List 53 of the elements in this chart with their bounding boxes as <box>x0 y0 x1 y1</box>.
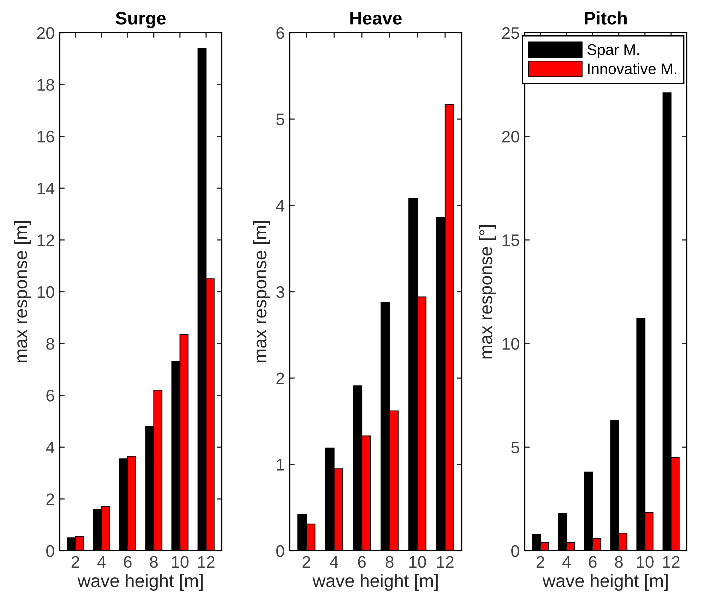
x-tick-label: 2 <box>302 556 310 568</box>
y-tick-label: 6 <box>46 390 54 402</box>
x-tick-label: 2 <box>72 556 80 568</box>
y-tick-label: 4 <box>46 442 55 454</box>
x-tick-label: 8 <box>150 556 158 568</box>
y-tick-label: 25 <box>502 27 520 40</box>
x-tick-label: 8 <box>386 556 394 568</box>
y-tick-label: 16 <box>38 131 54 143</box>
y-tick-label: 8 <box>46 338 54 350</box>
y-tick-label: 20 <box>37 27 54 40</box>
y-axis-title: max response [°] <box>479 225 496 359</box>
chart-title: Pitch <box>585 12 627 25</box>
x-tick-label: 10 <box>172 556 189 568</box>
x-tick-label: 10 <box>410 556 426 568</box>
y-tick-label: 2 <box>276 372 284 384</box>
x-tick-label: 6 <box>124 556 132 568</box>
legend-label: Spar M. <box>588 44 640 58</box>
x-tick-label: 2 <box>536 556 544 568</box>
x-tick-label: 4 <box>98 556 106 568</box>
y-axis-title: max response [m] <box>253 222 270 363</box>
x-tick-label: 4 <box>562 556 571 568</box>
y-tick-label: 0 <box>276 545 284 558</box>
y-tick-label: 3 <box>276 286 284 298</box>
x-tick-label: 6 <box>358 556 366 568</box>
y-tick-label: 12 <box>38 234 54 246</box>
chart-title: Surge <box>116 12 166 28</box>
y-axis-title: max response [m] <box>14 222 32 363</box>
y-tick-label: 5 <box>512 442 520 454</box>
legend-label: Innovative M. <box>588 63 676 75</box>
x-tick-label: 12 <box>437 556 454 568</box>
x-tick-label: 12 <box>198 556 215 568</box>
y-tick-label: 20 <box>502 131 520 143</box>
x-tick-label: 8 <box>615 556 623 568</box>
y-tick-label: 10 <box>502 338 520 350</box>
x-tick-label: 4 <box>330 556 339 568</box>
y-tick-label: 5 <box>276 114 284 126</box>
chart-title: Heave <box>350 12 402 25</box>
y-tick-label: 0 <box>512 545 520 558</box>
y-tick-label: 4 <box>276 200 285 212</box>
x-tick-label: 10 <box>637 556 654 568</box>
y-tick-label: 15 <box>502 234 520 246</box>
x-axis-title: wave height [m] <box>312 574 438 592</box>
y-tick-label: 18 <box>38 79 54 92</box>
y-tick-label: 0 <box>46 545 54 558</box>
y-tick-label: 6 <box>276 27 284 40</box>
y-tick-label: 2 <box>46 494 54 506</box>
y-tick-label: 10 <box>38 286 54 298</box>
y-tick-label: 14 <box>38 182 55 194</box>
y-tick-label: 1 <box>277 459 284 471</box>
x-tick-label: 6 <box>589 556 597 568</box>
x-tick-label: 12 <box>663 556 680 568</box>
x-axis-title: wave height [m] <box>78 574 203 592</box>
x-axis-title: wave height [m] <box>542 574 668 592</box>
